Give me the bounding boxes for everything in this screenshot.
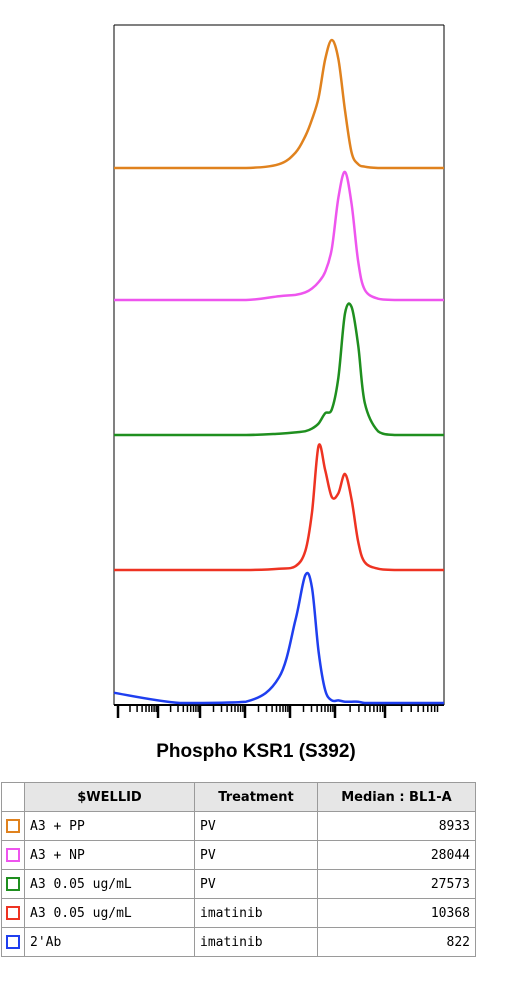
legend-wellid-cell: A3 0.05 ug/mL (24, 869, 195, 899)
legend-color-swatch[interactable] (6, 848, 20, 862)
legend-color-swatch[interactable] (6, 877, 20, 891)
legend-wellid-cell: 2'Ab (24, 927, 195, 957)
series-line-5 (113, 571, 444, 705)
legend-median-cell: 27573 (317, 869, 476, 899)
legend-treatment-cell: PV (194, 840, 318, 870)
legend-color-swatch[interactable] (6, 935, 20, 949)
legend-row[interactable]: A3 + PP PV 8933 (1, 811, 476, 841)
legend-treatment-cell: imatinib (194, 898, 318, 928)
legend-table: $WELLID Treatment Median : BL1-A A3 + PP… (1, 782, 476, 957)
legend-wellid-cell: A3 0.05 ug/mL (24, 898, 195, 928)
legend-row[interactable]: A3 0.05 ug/mL PV 27573 (1, 869, 476, 899)
legend-color-swatch[interactable] (6, 819, 20, 833)
legend-wellid-cell: A3 + NP (24, 840, 195, 870)
legend-header-treatment[interactable]: Treatment (194, 782, 318, 812)
legend-swatch-cell[interactable] (1, 840, 25, 870)
legend-header-row: $WELLID Treatment Median : BL1-A (1, 782, 476, 812)
legend-treatment-cell: PV (194, 869, 318, 899)
series-line-4 (114, 443, 444, 572)
legend-treatment-cell: imatinib (194, 927, 318, 957)
legend-header-swatch (1, 782, 25, 812)
chart-title: Phospho KSR1 (S392) (156, 741, 356, 762)
legend-header-median[interactable]: Median : BL1-A (317, 782, 476, 812)
legend-median-cell: 822 (317, 927, 476, 957)
legend-swatch-cell[interactable] (1, 869, 25, 899)
legend-body: A3 + PP PV 8933 A3 + NP PV 28044 A3 0.05 ug/mL… (1, 811, 476, 957)
series-layer (113, 38, 444, 705)
legend-row[interactable]: 2'Ab imatinib 822 (1, 927, 476, 957)
histogram-plot (113, 24, 445, 718)
legend-treatment-cell: PV (194, 811, 318, 841)
legend-row[interactable]: A3 + NP PV 28044 (1, 840, 476, 870)
legend-median-cell: 8933 (317, 811, 476, 841)
legend-swatch-cell[interactable] (1, 927, 25, 957)
legend-color-swatch[interactable] (6, 906, 20, 920)
series-line-2 (113, 170, 444, 302)
plot-axes (113, 24, 445, 706)
legend-swatch-cell[interactable] (1, 898, 25, 928)
legend-header-wellid[interactable]: $WELLID (24, 782, 195, 812)
legend-swatch-cell[interactable] (1, 811, 25, 841)
legend-median-cell: 10368 (317, 898, 476, 928)
series-line-3 (114, 302, 444, 437)
legend-median-cell: 28044 (317, 840, 476, 870)
x-axis-ticks (116, 705, 439, 718)
legend-wellid-cell: A3 + PP (24, 811, 195, 841)
series-line-1 (114, 38, 444, 170)
legend-row[interactable]: A3 0.05 ug/mL imatinib 10368 (1, 898, 476, 928)
